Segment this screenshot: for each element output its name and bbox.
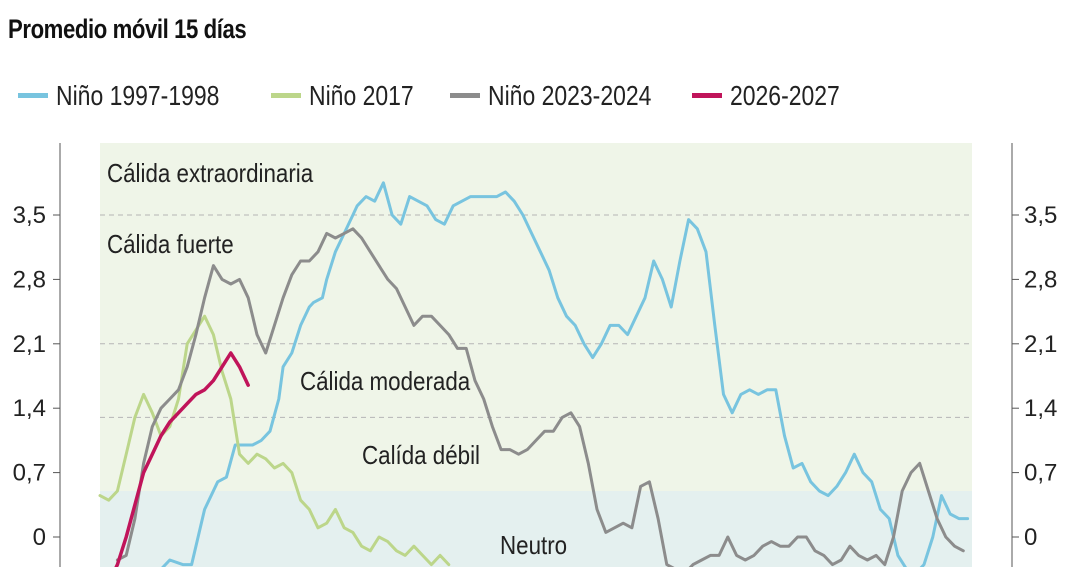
zone-bands [100,143,972,567]
right-tick-label: 0,7 [1024,460,1057,487]
series-lines [98,181,970,567]
legend-label: Niño 2023-2024 [488,80,652,111]
legend-swatch [271,93,301,98]
chart-title: Promedio móvil 15 días [8,14,247,44]
series-line [115,227,965,567]
right-tick-label: 1,4 [1024,395,1057,422]
gridlines [100,214,972,418]
legend-swatch [450,93,480,98]
warm-zone-band [100,143,972,491]
right-tick-label: 3,5 [1024,202,1057,229]
right-tick-label: 2,8 [1024,266,1057,293]
series-line [114,351,250,567]
legend-swatch [18,93,48,98]
zone-label: Calída débil [362,441,480,470]
series-line [161,181,970,567]
zone-label: Cálida moderada [300,367,471,396]
legend-label: Niño 1997-1998 [56,80,220,111]
legend-label: 2026-2027 [730,80,840,111]
left-tick-label: 3,5 [13,202,46,229]
zone-label: Cálida extraordinaria [107,159,314,188]
right-tick-label: 0 [1024,524,1037,551]
neutral-zone-band [100,491,972,567]
zone-label: Neutro [500,531,567,560]
zone-label: Cálida fuerte [107,230,234,259]
left-tick-label: 2,8 [13,266,46,293]
legend-label: Niño 2017 [309,80,414,111]
series-line [98,314,451,567]
zone-labels: Neutro Calída débil Cálida moderada Cálida … [107,159,567,560]
right-tick-label: 2,1 [1024,331,1057,358]
left-tick-label: 0,7 [13,460,46,487]
left-tick-label: 0 [33,524,46,551]
legend-swatch [692,93,722,98]
axes: 0 0 0,7 0,7 1,4 1,4 2,1 2,1 2,8 2,8 3,5 3,5 [13,143,1057,567]
left-tick-label: 2,1 [13,331,46,358]
left-tick-label: 1,4 [13,395,46,422]
